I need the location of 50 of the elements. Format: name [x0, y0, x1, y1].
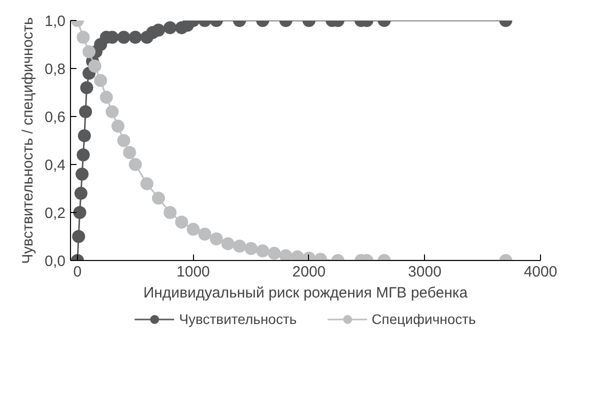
point — [256, 244, 270, 258]
point — [128, 158, 142, 171]
point — [80, 81, 94, 94]
x-tick-label: 1000 — [176, 264, 210, 280]
point — [198, 228, 212, 241]
point — [88, 60, 102, 73]
point — [128, 30, 142, 44]
point — [221, 237, 234, 250]
point — [106, 105, 119, 118]
point — [94, 74, 108, 87]
x-tick-label: 0 — [73, 264, 82, 280]
point — [210, 232, 223, 246]
point — [164, 21, 177, 34]
point — [111, 120, 124, 133]
point — [76, 30, 90, 44]
point — [152, 24, 165, 37]
point — [78, 129, 91, 142]
point — [117, 30, 130, 44]
point — [76, 168, 89, 181]
legend-label: Специфичность — [372, 311, 476, 327]
point — [82, 45, 96, 58]
y-tick-label: 0,2 — [44, 205, 66, 222]
point — [244, 242, 258, 255]
point — [152, 192, 165, 205]
point — [186, 222, 200, 236]
y-tick-label: 0,6 — [44, 109, 66, 126]
point — [72, 230, 86, 243]
point — [100, 90, 113, 104]
point — [164, 206, 177, 219]
point — [123, 146, 136, 159]
y-axis-title: Чувствительность / специфичность — [20, 16, 37, 264]
point — [117, 134, 130, 147]
x-axis-title: Индивидуальный риск рождения МГВ ребенка — [143, 284, 468, 302]
point — [279, 249, 292, 260]
y-tick-label: 1,0 — [44, 13, 66, 30]
legend-label: Чувствительность — [179, 311, 297, 327]
x-tick-label: 4000 — [524, 264, 558, 280]
x-tick-label: 3000 — [408, 264, 442, 280]
point — [79, 105, 92, 118]
point — [233, 240, 246, 253]
y-tick-label: 0,4 — [44, 157, 66, 174]
point — [268, 246, 281, 260]
y-tick-label: 0,8 — [44, 61, 66, 78]
point — [175, 216, 188, 229]
point — [76, 148, 90, 162]
point — [73, 206, 86, 219]
point — [74, 186, 88, 200]
point — [140, 177, 154, 190]
y-tick-label: 0,0 — [44, 253, 66, 270]
x-tick-label: 2000 — [292, 264, 326, 280]
